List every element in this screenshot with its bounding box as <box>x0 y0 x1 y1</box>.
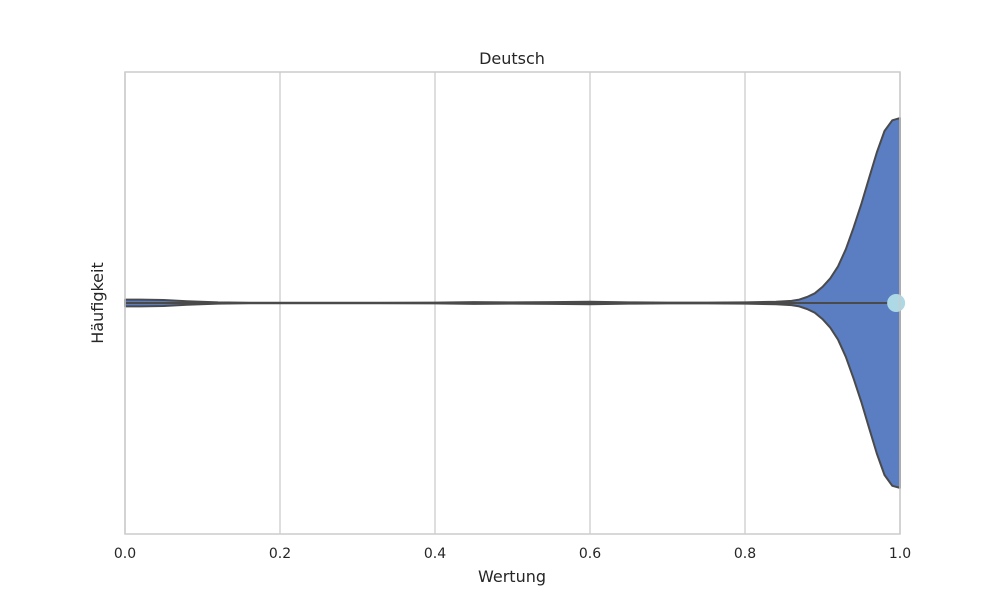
x-tick-label-4: 0.8 <box>734 546 756 562</box>
plot-frame <box>124 71 901 535</box>
median-marker <box>887 294 906 312</box>
x-tick-labels: 0.0 0.2 0.4 0.6 0.8 1.0 <box>114 546 911 562</box>
y-axis-label: Häufigkeit <box>88 262 107 343</box>
x-tick-label-3: 0.6 <box>579 546 601 562</box>
x-tick-label-1: 0.2 <box>269 546 291 562</box>
x-tick-label-2: 0.4 <box>424 546 446 562</box>
x-tick-label-5: 1.0 <box>889 546 911 562</box>
x-tick-label-0: 0.0 <box>114 546 136 562</box>
chart-title: Deutsch <box>479 49 545 68</box>
x-axis-label: Wertung <box>478 567 546 586</box>
